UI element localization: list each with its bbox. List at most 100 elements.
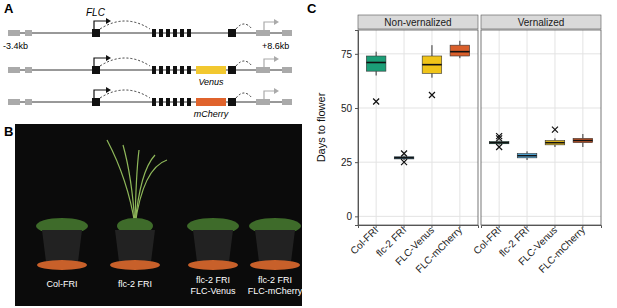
downstream-gene xyxy=(256,99,270,105)
box-body xyxy=(422,56,442,73)
box xyxy=(573,134,593,147)
exon xyxy=(166,29,170,37)
facet-panel: Non-vernalized xyxy=(358,15,478,225)
box-body xyxy=(545,141,565,145)
y-tick: 25 xyxy=(341,157,358,168)
box-body xyxy=(489,142,509,144)
downstream-arrow xyxy=(264,91,274,99)
whisker xyxy=(554,138,555,140)
promoter-arrow xyxy=(94,90,106,98)
pot xyxy=(193,230,233,262)
grid-line xyxy=(554,30,555,225)
exon xyxy=(228,98,236,106)
exon xyxy=(187,29,191,37)
exon xyxy=(173,29,177,37)
outlier xyxy=(373,99,379,105)
gene-diagram: FLC-3.4kb+8.6kbVenusmCherry xyxy=(3,7,292,119)
saucer xyxy=(110,260,160,270)
whisker xyxy=(431,45,432,56)
photo: Col-FRIflc-2 FRIflc-2 FRIFLC-Venusflc-2 … xyxy=(15,124,303,306)
plant: Col-FRI xyxy=(36,218,88,289)
whisker xyxy=(527,158,528,160)
outlier xyxy=(496,144,502,150)
saucer xyxy=(250,260,300,270)
exon xyxy=(152,29,156,37)
box xyxy=(366,52,386,105)
y-axis-title: Days to flower xyxy=(315,92,327,162)
plant: flc-2 FRIFLC-Venus xyxy=(187,218,239,296)
median xyxy=(366,62,386,64)
box xyxy=(422,45,442,98)
median xyxy=(517,155,537,157)
saucer xyxy=(37,260,87,270)
exon xyxy=(228,66,236,74)
whisker xyxy=(431,73,432,77)
exon xyxy=(152,66,156,74)
pot xyxy=(115,230,155,262)
arrow-head xyxy=(106,55,111,61)
x-tick-label: FLC-mCherry xyxy=(414,224,465,275)
panel-background xyxy=(358,30,478,225)
marks xyxy=(366,41,469,165)
y-tick-label: 75 xyxy=(341,49,353,60)
grid-line xyxy=(459,30,460,225)
exon xyxy=(92,98,100,106)
x-axis: Col-FRIflc-2 FRIFLC-VenusFLC-mCherry xyxy=(471,224,601,275)
panel-label: C xyxy=(307,1,317,16)
upstream-gene xyxy=(8,99,20,105)
exon xyxy=(187,66,191,74)
box-body xyxy=(394,157,414,159)
plant: flc-2 FRI xyxy=(107,140,167,289)
whisker xyxy=(554,145,555,147)
whisker xyxy=(376,52,377,56)
median xyxy=(573,140,593,142)
exon xyxy=(152,98,156,106)
pot xyxy=(42,230,82,262)
panel-label: B xyxy=(4,124,13,139)
box xyxy=(517,151,537,160)
outlier xyxy=(496,135,502,141)
whisker xyxy=(459,56,460,58)
grid-line xyxy=(404,30,405,225)
facet-label: Non-vernalized xyxy=(384,17,451,28)
exon xyxy=(173,66,177,74)
exon xyxy=(159,29,163,37)
downstream-gene xyxy=(256,30,270,36)
exon xyxy=(159,98,163,106)
y-tick-label: 50 xyxy=(341,103,353,114)
downstream-arrow xyxy=(264,59,274,67)
box xyxy=(450,41,470,58)
x-axis-line xyxy=(359,226,479,229)
box xyxy=(545,127,565,147)
promoter-arrow xyxy=(94,21,106,29)
upstream-gene xyxy=(25,67,32,73)
inflorescence xyxy=(123,145,135,225)
genotype-label: FLC-mCherry xyxy=(248,286,303,296)
genotype-label: flc-2 FRI xyxy=(118,279,152,289)
arrow-head xyxy=(106,18,111,24)
y-tick-mark xyxy=(355,54,358,55)
intron xyxy=(236,24,252,29)
genotype-label: FLC-Venus xyxy=(190,286,236,296)
upstream-gene xyxy=(8,30,20,36)
whisker xyxy=(376,71,377,75)
intron xyxy=(100,90,150,98)
exon xyxy=(173,98,177,106)
grid-line xyxy=(582,30,583,225)
exon xyxy=(166,98,170,106)
exon xyxy=(166,66,170,74)
tag-box xyxy=(196,66,226,74)
upstream-gene xyxy=(25,99,32,105)
upstream-gene xyxy=(8,67,20,73)
outlier xyxy=(552,127,558,133)
gene-row xyxy=(8,18,292,37)
gene-row xyxy=(8,55,292,74)
x-tick-label: FLC-mCherry xyxy=(537,224,588,275)
intron xyxy=(100,21,150,29)
y-axis: 0255075 xyxy=(341,31,359,226)
facet-label: Vernalized xyxy=(518,17,565,28)
exon xyxy=(180,66,184,74)
coordinate: +8.6kb xyxy=(262,41,289,51)
arrow-head xyxy=(106,87,111,93)
inflorescence xyxy=(107,140,135,225)
